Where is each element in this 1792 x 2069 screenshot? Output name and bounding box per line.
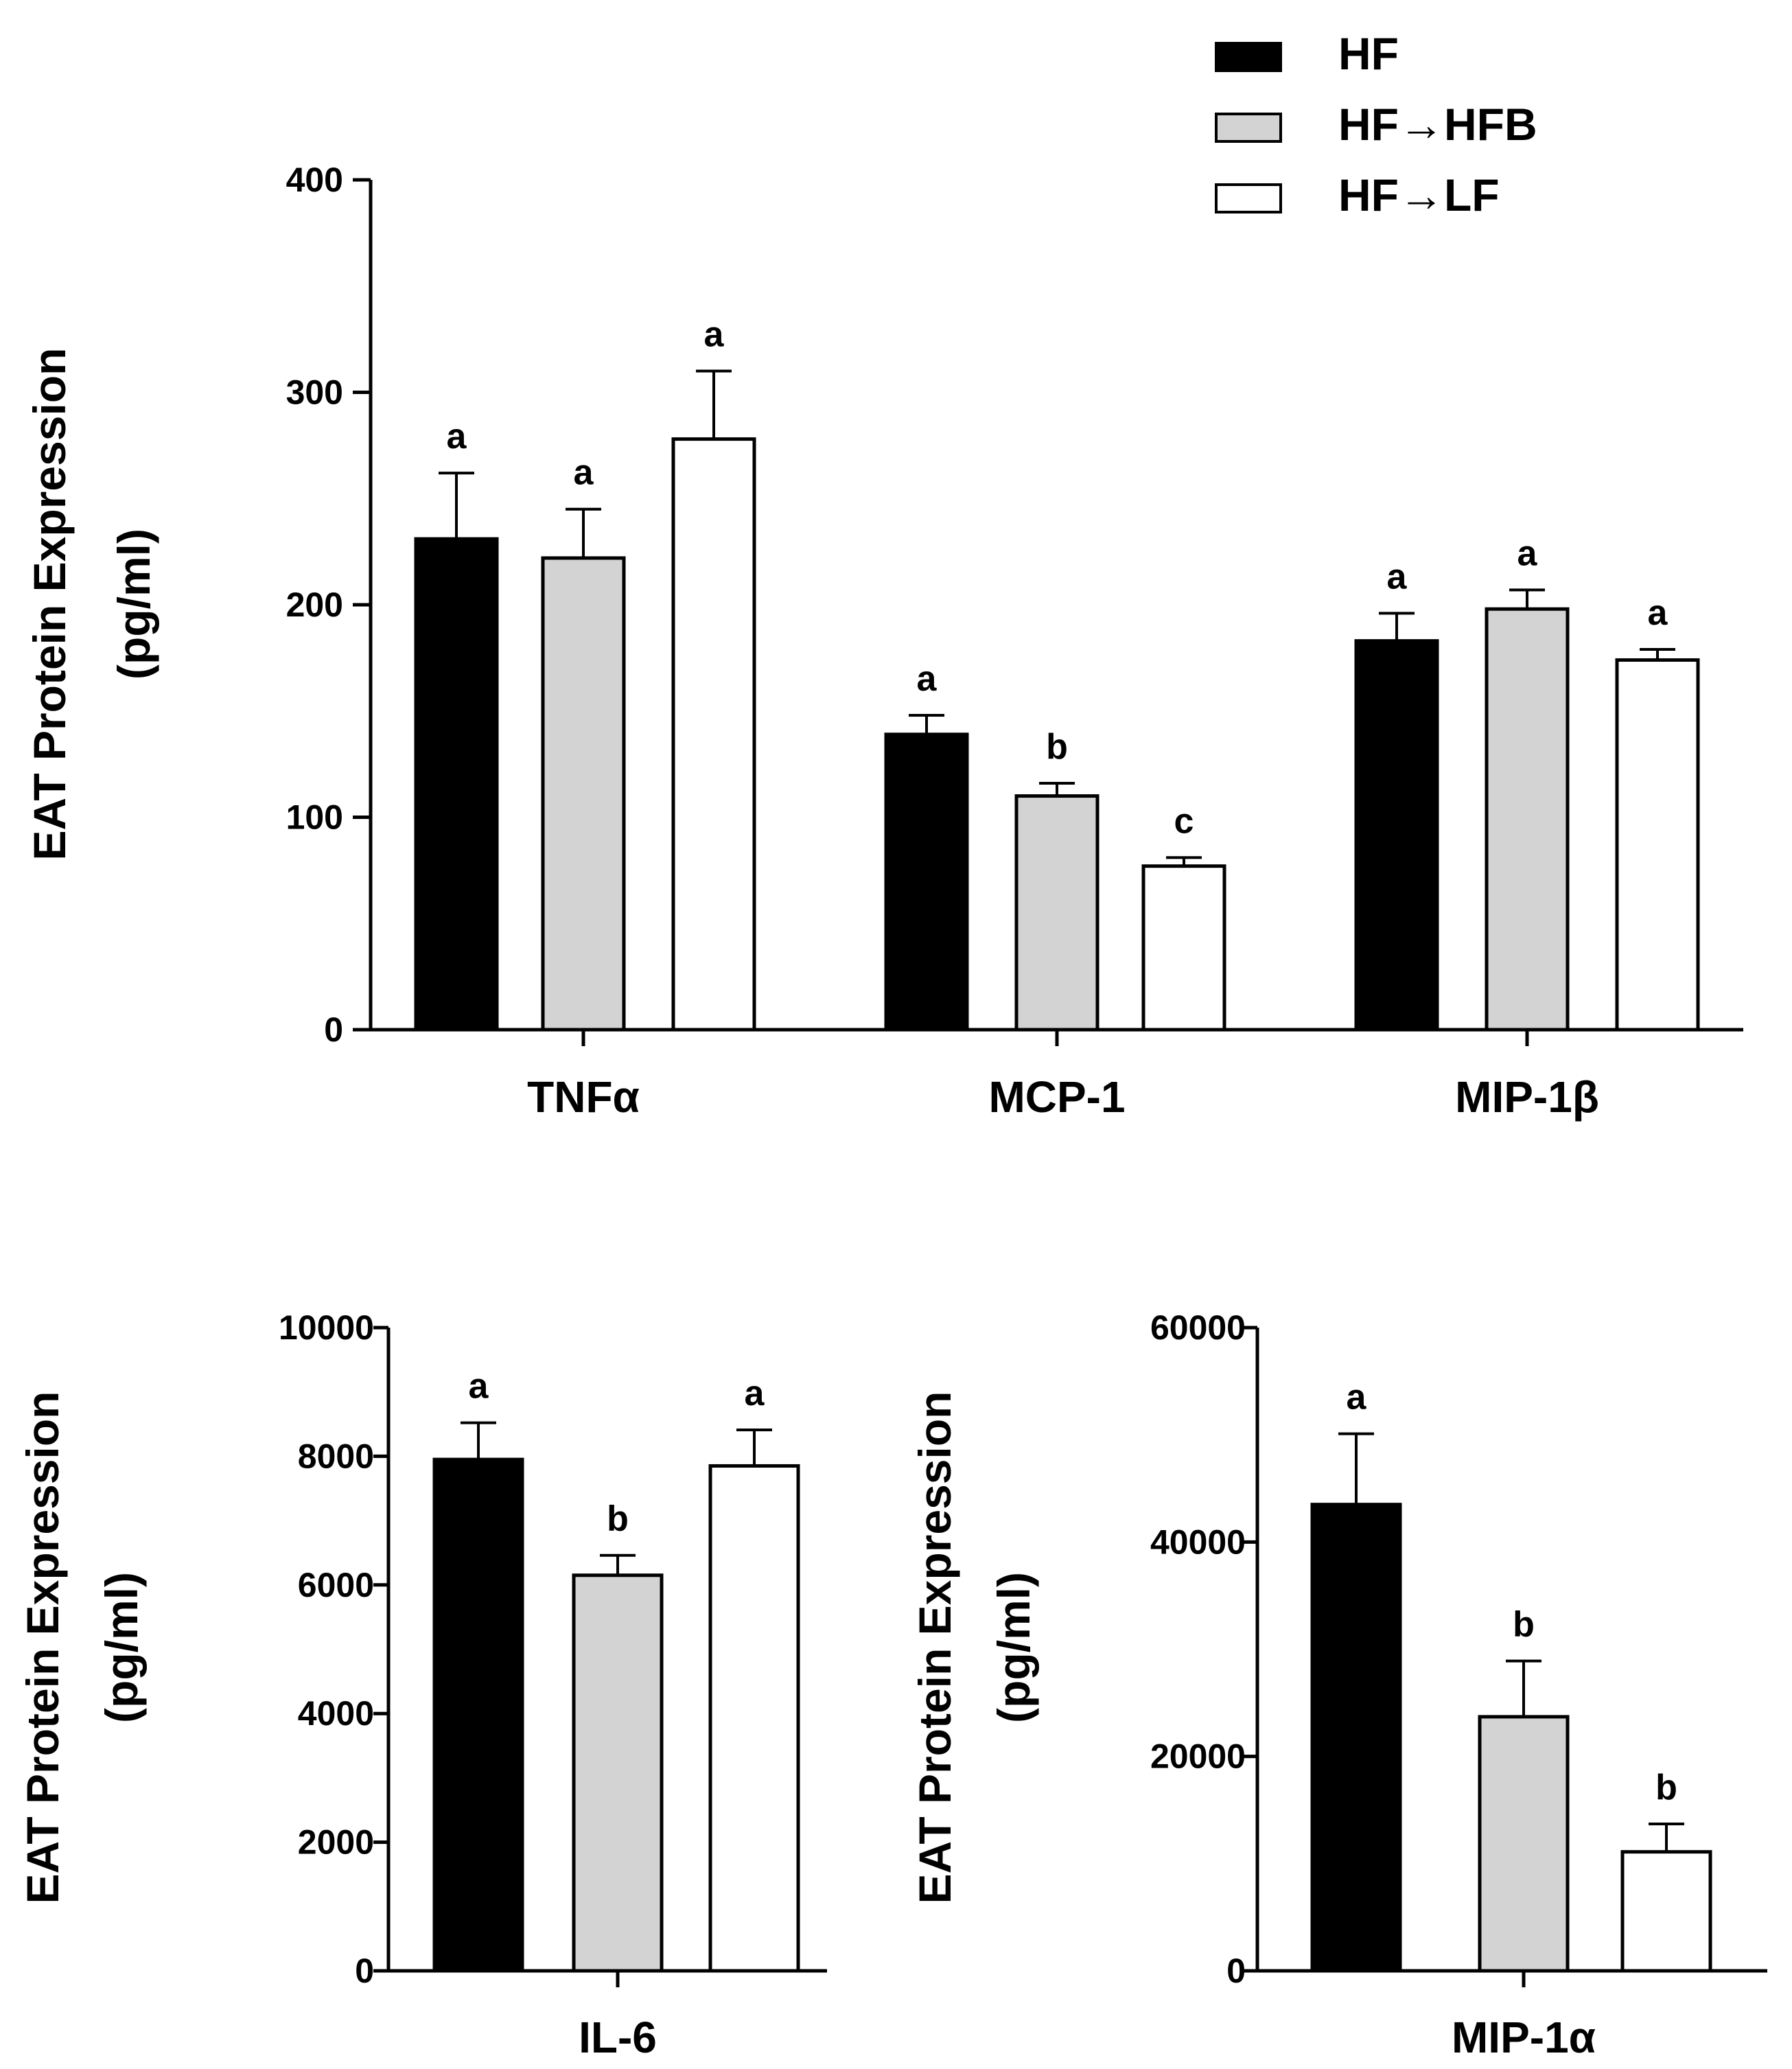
significance-label: c — [1174, 801, 1194, 841]
y-tick-label: 0 — [324, 1010, 343, 1049]
y-tick-label: 8000 — [298, 1437, 374, 1475]
legend-swatch-2 — [1215, 183, 1282, 213]
bar-hflf — [1620, 1850, 1712, 1973]
y-axis-label-line-2: (pg/ml) — [96, 1572, 147, 1723]
y-tick-label: 400 — [286, 161, 343, 199]
significance-label: a — [917, 659, 938, 699]
category-label: MCP-1 — [988, 1072, 1125, 1122]
legend-swatch-0 — [1215, 42, 1282, 72]
y-tick-label: 10000 — [279, 1308, 374, 1347]
bar-hflf — [708, 1464, 800, 1973]
y-tick-label: 2000 — [298, 1823, 374, 1862]
significance-label: a — [745, 1374, 765, 1413]
y-tick-label: 40000 — [1150, 1523, 1246, 1561]
legend-label-0: HF — [1338, 28, 1399, 79]
significance-label: a — [469, 1367, 489, 1407]
category-label: IL-6 — [579, 2013, 657, 2062]
y-tick-label: 100 — [286, 798, 343, 837]
significance-label: a — [704, 315, 725, 355]
y-tick-label: 300 — [286, 373, 343, 412]
bar-hflf — [1141, 864, 1226, 1032]
chart-panel-mip1a: 0 20000 40000 60000 EAT Protein Expression (p… — [909, 1308, 1767, 2062]
y-axis-label-line-1: EAT Protein Expression — [909, 1391, 960, 1904]
y-tick-label: 60000 — [1150, 1308, 1246, 1347]
y-tick-label: 0 — [355, 1952, 374, 1990]
significance-label: a — [1517, 533, 1538, 573]
significance-label: a — [1387, 557, 1408, 597]
legend-swatch-1 — [1215, 113, 1282, 143]
legend-label-2: HF→LF — [1338, 170, 1500, 220]
y-axis-label-line-2: (pg/ml) — [108, 529, 159, 680]
y-axis-label: EAT Protein Expression (pg/ml) — [909, 1391, 1039, 1904]
significance-label: a — [1347, 1378, 1367, 1418]
y-tick-label: 6000 — [298, 1566, 374, 1604]
significance-label: b — [1046, 727, 1068, 767]
y-axis-label: EAT Protein Expression (pg/ml) — [24, 348, 159, 861]
bar-hfhfb — [541, 556, 626, 1032]
bar-hfhfb — [1485, 607, 1570, 1032]
y-axis-label: EAT Protein Expression (pg/ml) — [17, 1391, 147, 1904]
category-label: MIP-1α — [1452, 2013, 1596, 2062]
significance-label: a — [447, 417, 467, 456]
bar-hf — [1354, 639, 1439, 1032]
y-tick-label: 0 — [1226, 1952, 1246, 1990]
significance-label: a — [1648, 593, 1668, 633]
bar-hfhfb — [1014, 794, 1099, 1032]
bar-hf — [432, 1457, 524, 1973]
bar-hfhfb — [572, 1573, 664, 1973]
category-label: TNFα — [527, 1072, 640, 1122]
y-axis-label-line-1: EAT Protein Expression — [17, 1391, 68, 1904]
significance-label: b — [607, 1499, 629, 1539]
category-label: MIP-1β — [1455, 1072, 1599, 1122]
y-tick-label: 4000 — [298, 1694, 374, 1733]
significance-label: b — [1513, 1605, 1535, 1645]
chart-panel-top: 0 100 200 300 400 EAT Protein Expression (pg/m… — [24, 161, 1743, 1122]
y-axis-label-line-2: (pg/ml) — [988, 1572, 1039, 1723]
y-axis-label-line-1: EAT Protein Expression — [24, 348, 75, 861]
chart-panel-il6: 0 2000 4000 6000 8000 10000 EAT Protein Expres… — [17, 1308, 827, 2062]
significance-label: a — [574, 453, 594, 493]
bar-hfhfb — [1478, 1715, 1570, 1973]
bar-hf — [414, 537, 499, 1032]
significance-label: b — [1655, 1768, 1677, 1807]
bar-hflf — [1615, 658, 1700, 1032]
y-tick-label: 200 — [286, 586, 343, 624]
bar-hf — [1310, 1503, 1402, 1973]
legend: HF HF→HFB HF→LF — [1215, 28, 1537, 220]
y-tick-label: 20000 — [1150, 1737, 1246, 1776]
legend-label-1: HF→HFB — [1338, 99, 1537, 150]
bar-hf — [884, 732, 969, 1032]
bar-hflf — [671, 437, 756, 1032]
